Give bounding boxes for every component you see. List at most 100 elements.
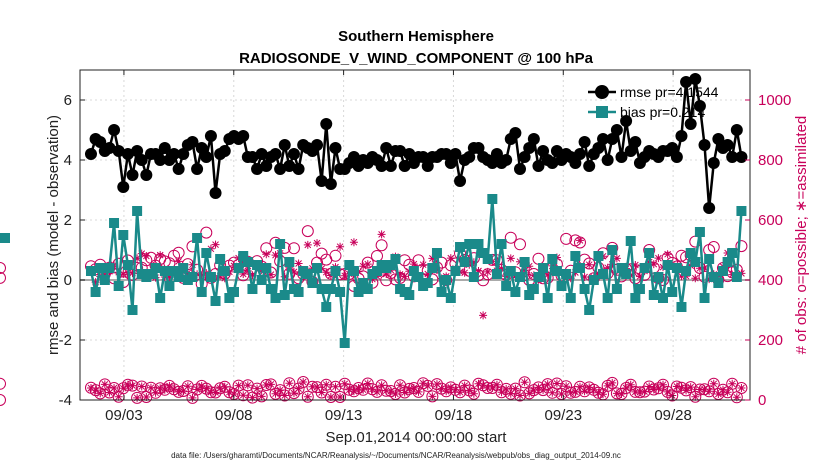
bias-point bbox=[611, 284, 622, 294]
rmse-point bbox=[523, 142, 536, 154]
obs-lower-assimilated-marker bbox=[262, 381, 271, 389]
bias-point bbox=[496, 239, 507, 249]
obs-lower-possible-marker bbox=[287, 387, 300, 400]
obs-upper-assimilated-marker bbox=[128, 269, 137, 278]
obs-upper-assimilated-marker bbox=[700, 264, 709, 272]
rmse-point bbox=[698, 139, 711, 151]
rmse-point bbox=[140, 169, 153, 181]
rmse-point bbox=[398, 160, 411, 172]
bias-point bbox=[602, 293, 613, 303]
bias-point bbox=[228, 287, 239, 297]
chart-title: Southern Hemisphere bbox=[338, 28, 494, 45]
obs-lower-possible-marker bbox=[518, 376, 531, 389]
obs-upper-assimilated-marker bbox=[677, 272, 686, 281]
rmse-point bbox=[283, 160, 296, 172]
bias-point bbox=[565, 293, 576, 303]
rmse-point bbox=[84, 148, 97, 160]
obs-upper-assimilated-marker bbox=[483, 267, 492, 276]
bias-point bbox=[99, 275, 110, 285]
obs-lower-possible-marker bbox=[297, 376, 310, 388]
obs-lower-possible-marker bbox=[241, 379, 254, 392]
bias-point bbox=[524, 290, 535, 300]
obs-lower-assimilated-marker bbox=[469, 389, 478, 398]
obs-lower-assimilated-marker bbox=[248, 393, 257, 402]
bias-point bbox=[671, 263, 682, 273]
bias-point bbox=[233, 263, 244, 273]
obs-lower-assimilated-marker bbox=[460, 381, 469, 390]
bias-series bbox=[0, 194, 747, 348]
bias-point bbox=[302, 269, 313, 279]
bias-point bbox=[330, 266, 341, 276]
bias-point bbox=[155, 293, 166, 303]
obs-upper-assimilated-marker bbox=[409, 260, 418, 269]
obs-lower-assimilated-marker bbox=[640, 387, 649, 396]
obs-lower-assimilated-marker bbox=[188, 393, 197, 402]
obs-lower-assimilated-marker bbox=[372, 387, 381, 396]
obs-lower-assimilated-marker bbox=[502, 384, 511, 393]
obs-lower-possible-marker bbox=[320, 378, 333, 391]
rmse-point bbox=[94, 136, 107, 148]
y-axis-label: rmse and bias (model - observation) bbox=[45, 115, 62, 355]
rmse-point bbox=[154, 154, 167, 166]
rmse-point bbox=[251, 163, 264, 175]
legend: rmse pr=4.1544 bias pr=0.214 bbox=[588, 84, 719, 120]
rmse-point bbox=[454, 175, 467, 187]
obs-upper-assimilated-marker bbox=[336, 242, 345, 251]
bias-point bbox=[85, 266, 96, 276]
obs-lower-possible-marker bbox=[301, 390, 314, 403]
obs-upper-possible-marker bbox=[398, 254, 411, 267]
rmse-point bbox=[735, 151, 748, 163]
obs-upper-possible-marker bbox=[514, 238, 527, 251]
bias-point bbox=[196, 287, 207, 297]
bias-point bbox=[561, 269, 572, 279]
obs-lower-possible-marker bbox=[421, 379, 434, 392]
obs-lower-assimilated-marker bbox=[686, 383, 695, 392]
rmse-point bbox=[527, 133, 540, 145]
obs-upper-assimilated-marker bbox=[635, 272, 644, 281]
y-tick-label: 0 bbox=[64, 272, 72, 289]
rmse-point bbox=[200, 151, 213, 163]
obs-upper-assimilated-marker bbox=[474, 267, 483, 275]
obs-lower-possible-marker bbox=[707, 377, 720, 390]
rmse-point bbox=[583, 160, 596, 172]
bias-point bbox=[625, 236, 636, 246]
obs-lower-possible-marker bbox=[126, 379, 139, 392]
bias-point bbox=[385, 260, 396, 270]
bias-point bbox=[436, 287, 447, 297]
legend-bias-label: bias pr=0.214 bbox=[620, 104, 705, 120]
obs-lower-assimilated-marker bbox=[294, 384, 303, 393]
y-right-tick-label: 0 bbox=[758, 392, 766, 409]
rmse-point bbox=[117, 181, 130, 193]
obs-lower-assimilated-marker bbox=[160, 385, 169, 394]
bias-point bbox=[358, 278, 369, 288]
obs-lower-possible-marker bbox=[661, 385, 674, 398]
obs-upper-assimilated-marker bbox=[119, 270, 128, 278]
obs-lower-assimilated-marker bbox=[308, 382, 317, 391]
bias-point bbox=[478, 248, 489, 258]
bias-point bbox=[348, 266, 359, 276]
bias-point bbox=[122, 260, 133, 270]
obs-upper-assimilated-marker bbox=[142, 252, 151, 260]
obs-upper-assimilated-marker bbox=[419, 260, 428, 269]
bias-point bbox=[501, 281, 512, 291]
rmse-point bbox=[168, 148, 181, 160]
x-axis-ticks: 09/03 09/08 09/13 09/18 09/23 09/28 bbox=[105, 70, 692, 424]
x-tick-label: 09/03 bbox=[105, 407, 143, 424]
obs-upper-assimilated-marker bbox=[377, 230, 386, 239]
obs-lower-possible-marker bbox=[357, 383, 370, 396]
obs-upper-possible-marker bbox=[287, 242, 300, 255]
bias-point bbox=[371, 266, 382, 276]
obs-lower-possible-marker bbox=[135, 380, 148, 393]
bias-point bbox=[178, 263, 189, 273]
obs-upper-assimilated-marker bbox=[322, 268, 331, 277]
bias-point bbox=[353, 287, 364, 297]
obs-lower-possible-marker bbox=[560, 380, 573, 393]
rmse-point bbox=[440, 148, 453, 160]
bias-point bbox=[658, 293, 669, 303]
bias-point bbox=[275, 239, 286, 249]
bias-point bbox=[510, 287, 521, 297]
bias-point bbox=[630, 293, 641, 303]
obs-lower-assimilated-marker bbox=[594, 388, 603, 397]
obs-lower-possible-marker bbox=[292, 382, 305, 395]
obs-lower-possible-marker bbox=[0, 377, 6, 390]
